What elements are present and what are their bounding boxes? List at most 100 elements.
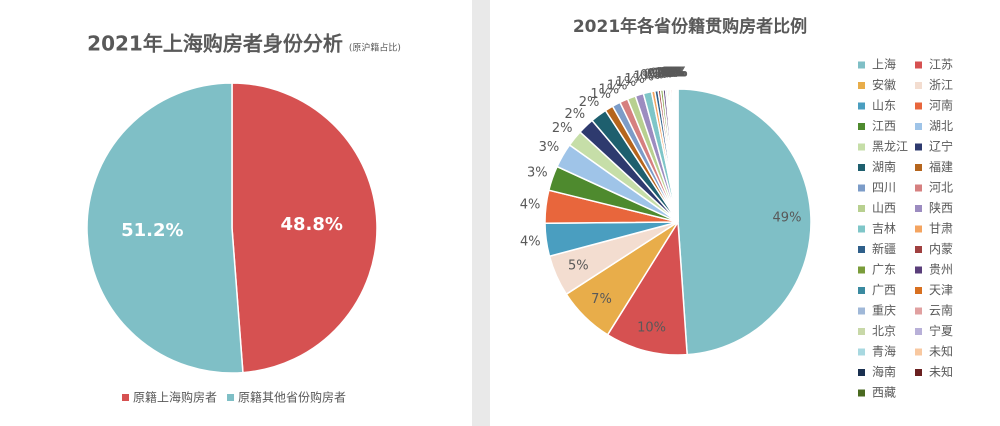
chart-title: 2021年上海购房者身份分析 — [87, 32, 343, 56]
legend-swatch — [858, 246, 865, 253]
legend-label: 河北 — [929, 181, 953, 195]
legend-label: 新疆 — [872, 241, 896, 256]
legend-label: 原籍其他省份购房者 — [238, 390, 346, 405]
slice-label: 1% — [599, 83, 620, 98]
legend-swatch — [915, 184, 922, 192]
legend-label: 江西 — [872, 119, 896, 133]
pie-slice — [606, 219, 688, 356]
legend-label: 山西 — [872, 201, 896, 215]
legend-label: 宁夏 — [929, 323, 953, 338]
legend-label: 黑龙江 — [872, 140, 908, 154]
legend-swatch — [915, 307, 922, 315]
legend-swatch — [915, 102, 922, 110]
legend-swatch — [858, 328, 865, 335]
legend-label: 广西 — [872, 283, 896, 297]
slice-label: 4% — [520, 235, 541, 250]
slice-label: 0% — [665, 66, 686, 81]
slice-label: 0% — [663, 66, 684, 81]
legend-label: 上海 — [872, 57, 896, 72]
legend-swatch — [915, 369, 922, 376]
legend-swatch — [858, 164, 865, 171]
slice-label: 0% — [647, 67, 668, 82]
pie-slice — [677, 88, 812, 356]
legend-label: 海南 — [872, 364, 896, 379]
legend-swatch — [915, 143, 922, 151]
slice-label: 0% — [666, 66, 687, 81]
legend-swatch — [122, 394, 129, 401]
legend-swatch — [858, 102, 865, 110]
legend-swatch — [858, 225, 865, 233]
slice-label: 0% — [656, 66, 677, 81]
legend-label: 甘肃 — [929, 222, 953, 236]
legend-label: 未知 — [929, 345, 953, 359]
legend-label: 浙江 — [929, 78, 953, 92]
slice-label: 10% — [637, 320, 666, 335]
pie-slice — [86, 82, 244, 374]
legend-swatch — [858, 307, 865, 315]
slice-label: 2% — [552, 121, 573, 136]
slice-label: 1% — [616, 75, 637, 90]
legend-swatch — [858, 205, 865, 212]
slice-label: 48.8% — [280, 214, 342, 235]
legend-swatch — [915, 348, 922, 356]
legend-swatch — [227, 394, 235, 401]
legend-swatch — [858, 82, 865, 89]
legend-label: 云南 — [929, 303, 953, 318]
slice-label: 49% — [773, 211, 802, 226]
legend-label: 西藏 — [872, 386, 896, 400]
slice-label: 0% — [640, 68, 661, 83]
legend-swatch — [915, 287, 922, 294]
legend-label: 四川 — [872, 181, 896, 195]
legend-label: 北京 — [872, 324, 896, 338]
legend-swatch — [915, 205, 922, 212]
legend-label: 福建 — [929, 159, 953, 174]
legend-label: 江苏 — [929, 58, 953, 72]
slice-label: 1% — [624, 72, 645, 87]
legend-swatch — [858, 389, 865, 397]
chart-subtitle: (原沪籍占比) — [349, 42, 401, 54]
legend-label: 辽宁 — [929, 139, 953, 154]
slice-label: 0% — [662, 66, 683, 81]
slice-label: 51.2% — [121, 220, 183, 241]
slice-label: 0% — [650, 67, 671, 82]
slice-label: 0% — [655, 66, 676, 81]
legend-swatch — [915, 61, 922, 69]
legend-swatch — [915, 82, 922, 89]
slice-label: 2% — [579, 95, 600, 110]
legend-label: 青海 — [872, 344, 896, 359]
slice-label: 5% — [568, 259, 589, 274]
legend-swatch — [858, 123, 865, 130]
slice-label: 0% — [644, 67, 665, 82]
legend-label: 陕西 — [929, 200, 953, 215]
slice-label: 1% — [633, 69, 654, 84]
legend-swatch — [858, 184, 865, 192]
legend-label: 湖南 — [872, 159, 896, 174]
legend-label: 湖北 — [929, 118, 953, 133]
legend-swatch — [915, 266, 922, 274]
slice-label: 0% — [664, 66, 685, 81]
slice-label: 4% — [520, 197, 541, 212]
legend-label: 贵州 — [929, 263, 953, 277]
legend-swatch — [858, 61, 865, 69]
legend-label: 内蒙 — [929, 242, 953, 256]
slice-label: 1% — [590, 87, 611, 102]
legend-swatch — [858, 369, 865, 376]
legend-label: 吉林 — [872, 222, 896, 236]
pie-slice — [231, 82, 378, 374]
chart-title: 2021年各省份籍贯购房者比例 — [573, 16, 807, 37]
legend-label: 安徽 — [872, 77, 896, 92]
slice-label: 2% — [564, 107, 585, 122]
legend-swatch — [915, 246, 922, 253]
slice-label: 7% — [591, 292, 612, 307]
legend-label: 重庆 — [872, 304, 896, 318]
legend-swatch — [915, 328, 922, 335]
slice-label: 3% — [527, 165, 548, 180]
pie-slice — [676, 88, 679, 223]
legend-swatch — [915, 164, 922, 171]
legend-swatch — [915, 225, 922, 233]
slice-label: 0% — [663, 66, 684, 81]
slice-label: 0% — [660, 66, 681, 81]
legend-label: 原籍上海购房者 — [133, 390, 217, 405]
legend-swatch — [858, 143, 865, 151]
